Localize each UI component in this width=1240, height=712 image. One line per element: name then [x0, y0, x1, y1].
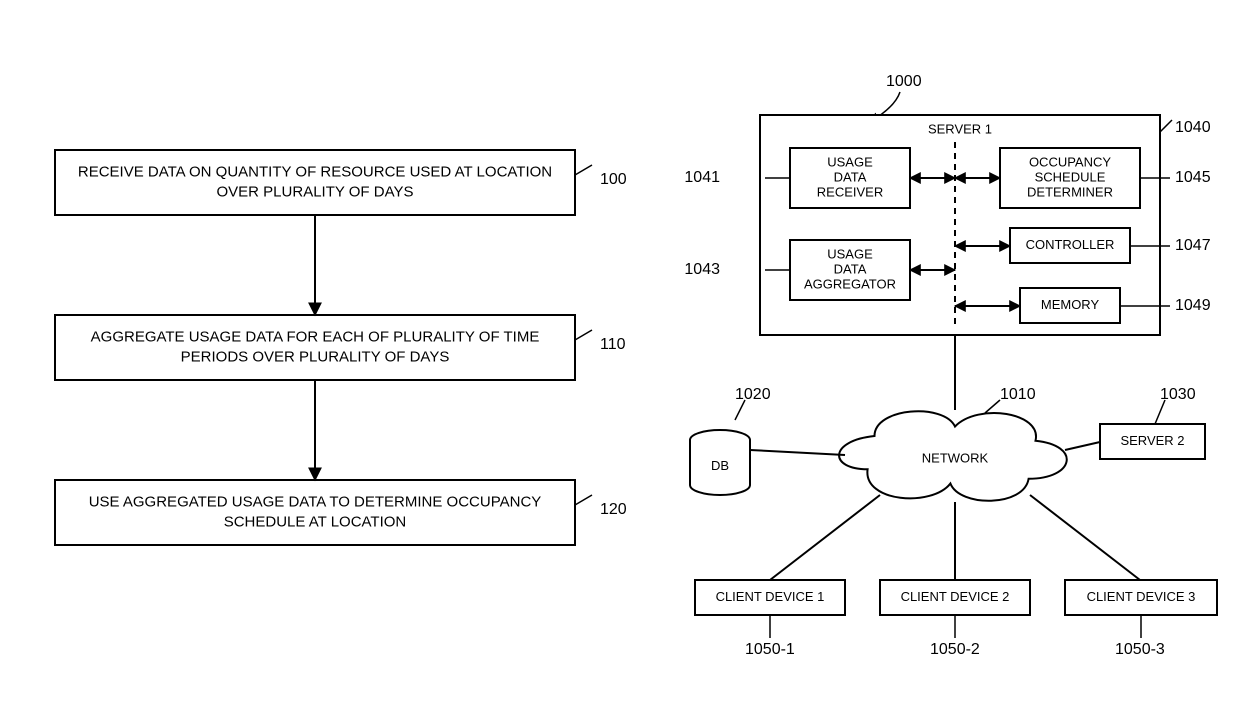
- svg-text:NETWORK: NETWORK: [922, 450, 989, 465]
- svg-text:CONTROLLER: CONTROLLER: [1026, 237, 1115, 252]
- svg-text:1049: 1049: [1175, 297, 1211, 314]
- svg-text:DB: DB: [711, 458, 729, 473]
- svg-text:MEMORY: MEMORY: [1041, 297, 1100, 312]
- svg-text:110: 110: [600, 336, 626, 353]
- svg-text:USAGE: USAGE: [827, 246, 873, 261]
- svg-text:1020: 1020: [735, 386, 771, 403]
- svg-text:1030: 1030: [1160, 386, 1196, 403]
- svg-text:AGGREGATE USAGE DATA FOR EACH: AGGREGATE USAGE DATA FOR EACH OF PLURALI…: [91, 328, 540, 345]
- svg-text:CLIENT DEVICE 1: CLIENT DEVICE 1: [716, 589, 825, 604]
- svg-text:RECEIVER: RECEIVER: [817, 184, 883, 199]
- svg-text:OCCUPANCY: OCCUPANCY: [1029, 154, 1111, 169]
- svg-text:1050-2: 1050-2: [930, 641, 980, 658]
- svg-text:USE AGGREGATED USAGE DATA TO D: USE AGGREGATED USAGE DATA TO DETERMINE O…: [89, 493, 542, 510]
- svg-text:DATA: DATA: [834, 169, 867, 184]
- diagram-canvas: RECEIVE DATA ON QUANTITY OF RESOURCE USE…: [0, 0, 1240, 712]
- svg-text:1050-3: 1050-3: [1115, 641, 1165, 658]
- svg-text:SERVER 2: SERVER 2: [1120, 433, 1184, 448]
- svg-text:RECEIVE DATA ON QUANTITY OF RE: RECEIVE DATA ON QUANTITY OF RESOURCE USE…: [78, 163, 552, 180]
- svg-text:1043: 1043: [684, 261, 720, 278]
- svg-text:CLIENT DEVICE 2: CLIENT DEVICE 2: [901, 589, 1010, 604]
- svg-text:1047: 1047: [1175, 237, 1211, 254]
- svg-text:1040: 1040: [1175, 119, 1211, 136]
- svg-text:SERVER 1: SERVER 1: [928, 121, 992, 136]
- svg-text:120: 120: [600, 501, 627, 518]
- svg-text:DETERMINER: DETERMINER: [1027, 184, 1113, 199]
- svg-text:1050-1: 1050-1: [745, 641, 795, 658]
- svg-text:1045: 1045: [1175, 169, 1211, 186]
- svg-text:SCHEDULE AT LOCATION: SCHEDULE AT LOCATION: [224, 513, 407, 530]
- svg-text:DATA: DATA: [834, 261, 867, 276]
- svg-text:100: 100: [600, 171, 627, 188]
- svg-text:1010: 1010: [1000, 386, 1036, 403]
- svg-text:OVER PLURALITY OF DAYS: OVER PLURALITY OF DAYS: [217, 183, 414, 200]
- svg-text:AGGREGATOR: AGGREGATOR: [804, 276, 896, 291]
- svg-text:1041: 1041: [684, 169, 720, 186]
- svg-text:CLIENT DEVICE 3: CLIENT DEVICE 3: [1087, 589, 1196, 604]
- svg-text:PERIODS OVER PLURALITY OF DAYS: PERIODS OVER PLURALITY OF DAYS: [181, 348, 450, 365]
- svg-text:USAGE: USAGE: [827, 154, 873, 169]
- svg-text:SCHEDULE: SCHEDULE: [1035, 169, 1106, 184]
- svg-text:1000: 1000: [886, 73, 922, 90]
